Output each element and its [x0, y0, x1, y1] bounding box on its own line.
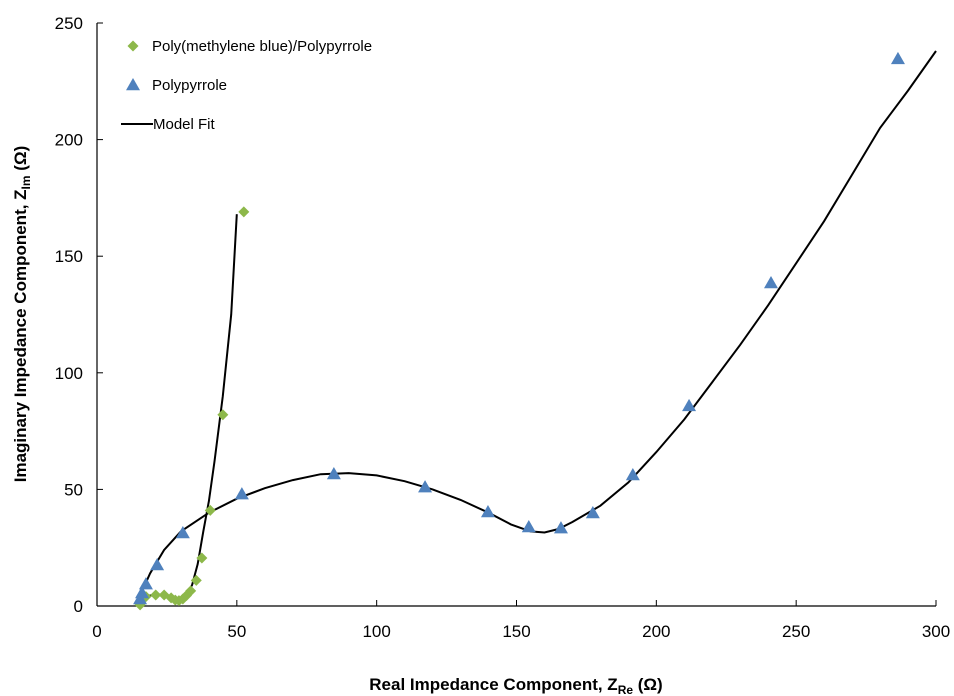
point — [135, 585, 150, 599]
point — [682, 398, 697, 412]
x-tick-label: 250 — [782, 622, 810, 641]
point — [190, 574, 202, 586]
legend-swatch — [126, 78, 140, 91]
y-label-sub: Im — [19, 175, 33, 189]
y-tick-label: 250 — [55, 14, 83, 33]
x-tick-label: 150 — [502, 622, 530, 641]
point — [418, 480, 433, 493]
x-label-sub: Re — [618, 683, 634, 696]
x-tick-label: 100 — [362, 622, 390, 641]
x-label-unit: (Ω) — [633, 675, 663, 694]
fit-line — [136, 50, 937, 607]
x-tick-label: 200 — [642, 622, 670, 641]
point — [890, 51, 905, 65]
y-tick-label: 150 — [55, 247, 83, 266]
point — [625, 467, 640, 481]
legend-swatch — [127, 40, 139, 52]
y-label-text: Imaginary Impedance Component, Z — [11, 189, 30, 482]
point — [234, 487, 249, 500]
point — [238, 206, 250, 218]
point — [217, 409, 229, 421]
y-tick-label: 100 — [55, 364, 83, 383]
legend-label: Poly(methylene blue)/Polypyrrole — [152, 38, 372, 55]
x-tick-label: 300 — [922, 622, 950, 641]
point — [326, 467, 341, 480]
point — [196, 552, 208, 564]
point — [763, 276, 778, 289]
point — [175, 526, 190, 539]
y-tick-label: 50 — [64, 480, 83, 499]
y-axis-label: Imaginary Impedance Component, ZIm (Ω) — [11, 146, 33, 483]
x-tick-label: 50 — [227, 622, 246, 641]
point — [553, 521, 568, 534]
x-tick-label: 0 — [92, 622, 101, 641]
point — [585, 505, 600, 519]
point — [150, 589, 162, 601]
x-label-text: Real Impedance Component, Z — [369, 675, 617, 694]
y-tick-label: 0 — [74, 597, 83, 616]
point — [480, 505, 495, 518]
point — [138, 577, 153, 590]
point — [150, 557, 165, 571]
x-axis-label: Real Impedance Component, ZRe (Ω) — [369, 675, 662, 696]
legend-label: Polypyrrole — [152, 77, 227, 94]
point — [185, 585, 197, 597]
y-tick-label: 200 — [55, 131, 83, 150]
point — [521, 519, 536, 533]
point — [204, 504, 216, 516]
legend-label: Model Fit — [153, 116, 216, 133]
y-label-unit: (Ω) — [11, 146, 30, 176]
